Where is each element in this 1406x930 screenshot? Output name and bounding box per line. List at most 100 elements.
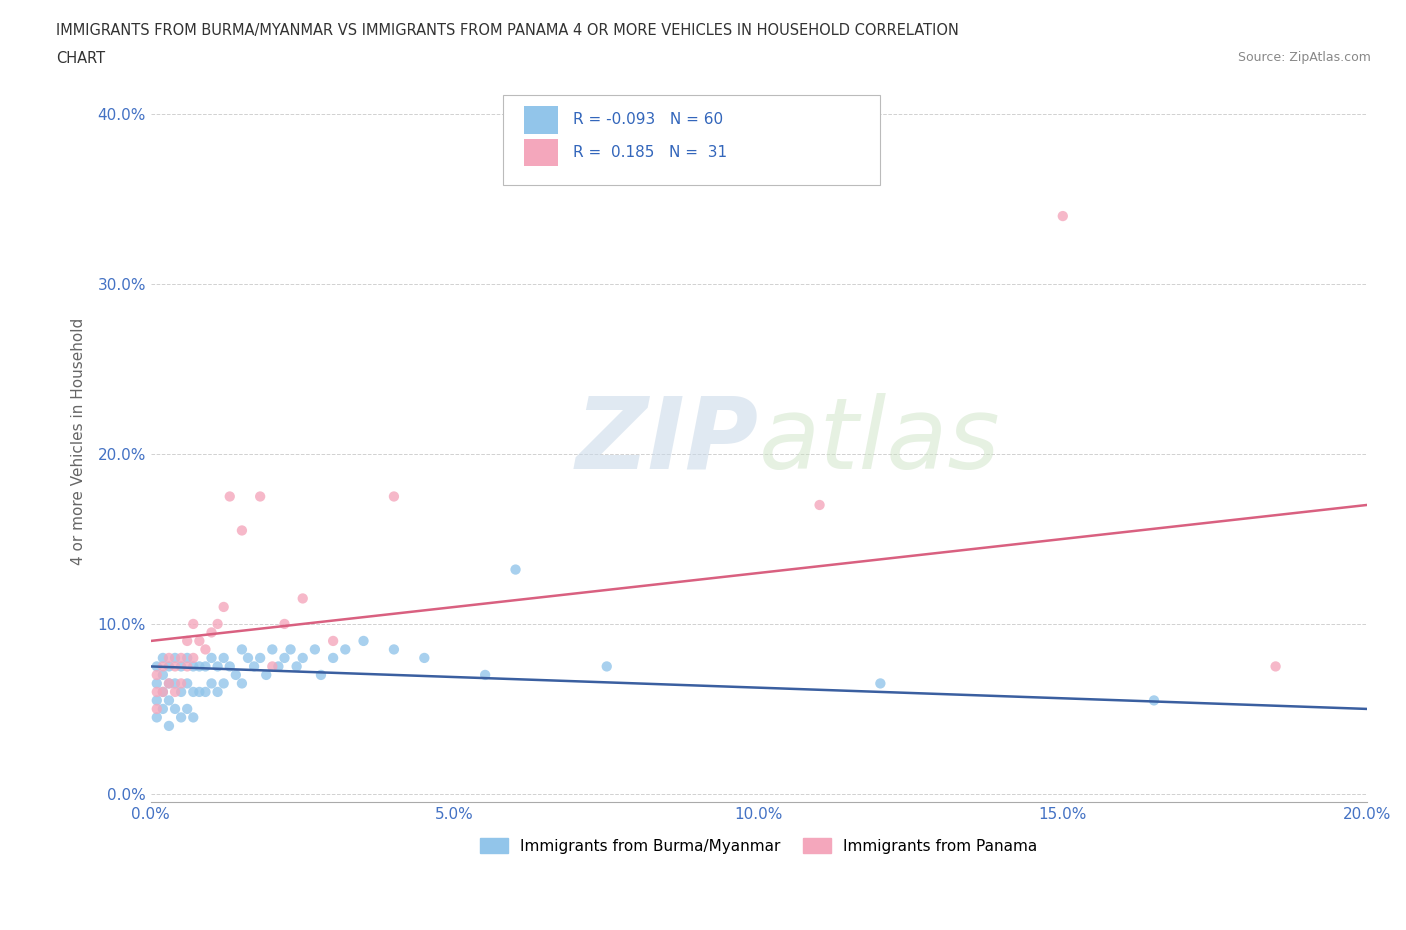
Point <box>194 659 217 674</box>
Point <box>157 676 180 691</box>
Legend: Immigrants from Burma/Myanmar, Immigrants from Panama: Immigrants from Burma/Myanmar, Immigrant… <box>474 831 1043 859</box>
Point <box>218 659 240 674</box>
Point <box>157 676 180 691</box>
Point <box>170 684 193 699</box>
Point <box>1052 208 1074 223</box>
Point <box>382 642 405 657</box>
Point <box>869 676 891 691</box>
Point <box>157 693 180 708</box>
Point <box>808 498 831 512</box>
Point <box>285 659 308 674</box>
Y-axis label: 4 or more Vehicles in Household: 4 or more Vehicles in Household <box>72 318 86 565</box>
Point <box>188 659 211 674</box>
Point <box>176 633 198 648</box>
Point <box>157 719 180 734</box>
Point <box>152 684 174 699</box>
Text: R = -0.093   N = 60: R = -0.093 N = 60 <box>572 113 723 127</box>
Point <box>304 642 326 657</box>
Point <box>207 617 229 631</box>
Point <box>163 701 186 716</box>
Point <box>163 684 186 699</box>
Point <box>1264 659 1286 674</box>
Point <box>188 684 211 699</box>
Text: Source: ZipAtlas.com: Source: ZipAtlas.com <box>1237 51 1371 64</box>
Point <box>231 676 253 691</box>
Point <box>146 710 169 724</box>
Point <box>212 676 235 691</box>
Point <box>291 591 314 605</box>
Point <box>335 642 357 657</box>
Point <box>194 684 217 699</box>
Point <box>291 650 314 665</box>
Point <box>249 650 271 665</box>
Point <box>176 701 198 716</box>
Point <box>181 659 204 674</box>
Point <box>146 668 169 683</box>
Point <box>157 650 180 665</box>
Point <box>170 676 193 691</box>
Point <box>262 659 284 674</box>
Text: R =  0.185   N =  31: R = 0.185 N = 31 <box>572 145 727 160</box>
Point <box>170 710 193 724</box>
Point <box>267 659 290 674</box>
Point <box>243 659 266 674</box>
Point <box>200 676 222 691</box>
Point <box>212 650 235 665</box>
Point <box>207 684 229 699</box>
Point <box>231 523 253 538</box>
Point <box>152 668 174 683</box>
Point <box>200 625 222 640</box>
Bar <box>524 106 558 134</box>
Point <box>181 617 204 631</box>
Point <box>207 659 229 674</box>
Point <box>170 659 193 674</box>
Point <box>236 650 259 665</box>
Point <box>181 710 204 724</box>
Point <box>152 684 174 699</box>
Point <box>176 676 198 691</box>
Point <box>163 650 186 665</box>
Point <box>163 676 186 691</box>
Point <box>146 659 169 674</box>
Point <box>280 642 302 657</box>
Text: atlas: atlas <box>759 392 1001 490</box>
Point <box>176 659 198 674</box>
Point <box>322 650 344 665</box>
Point <box>596 659 619 674</box>
Point <box>218 489 240 504</box>
Point <box>194 642 217 657</box>
Point <box>146 684 169 699</box>
Point <box>163 659 186 674</box>
Point <box>146 693 169 708</box>
Point <box>152 659 174 674</box>
Point <box>231 642 253 657</box>
Point <box>152 650 174 665</box>
Point <box>146 676 169 691</box>
Point <box>200 650 222 665</box>
Text: ZIP: ZIP <box>576 392 759 490</box>
Point <box>157 659 180 674</box>
Point <box>322 633 344 648</box>
Point <box>309 668 332 683</box>
Point <box>382 489 405 504</box>
Point <box>181 684 204 699</box>
Point <box>262 642 284 657</box>
Text: IMMIGRANTS FROM BURMA/MYANMAR VS IMMIGRANTS FROM PANAMA 4 OR MORE VEHICLES IN HO: IMMIGRANTS FROM BURMA/MYANMAR VS IMMIGRA… <box>56 23 959 38</box>
Point <box>273 650 295 665</box>
Point <box>474 668 496 683</box>
Point <box>413 650 436 665</box>
Text: CHART: CHART <box>56 51 105 66</box>
Point <box>225 668 247 683</box>
Point <box>254 668 277 683</box>
Point <box>249 489 271 504</box>
Point <box>152 701 174 716</box>
Point <box>505 562 527 577</box>
Point <box>1143 693 1166 708</box>
Point <box>273 617 295 631</box>
Point <box>181 650 204 665</box>
Point <box>353 633 375 648</box>
Point <box>188 633 211 648</box>
Point <box>146 701 169 716</box>
Point <box>176 650 198 665</box>
Point <box>212 600 235 615</box>
